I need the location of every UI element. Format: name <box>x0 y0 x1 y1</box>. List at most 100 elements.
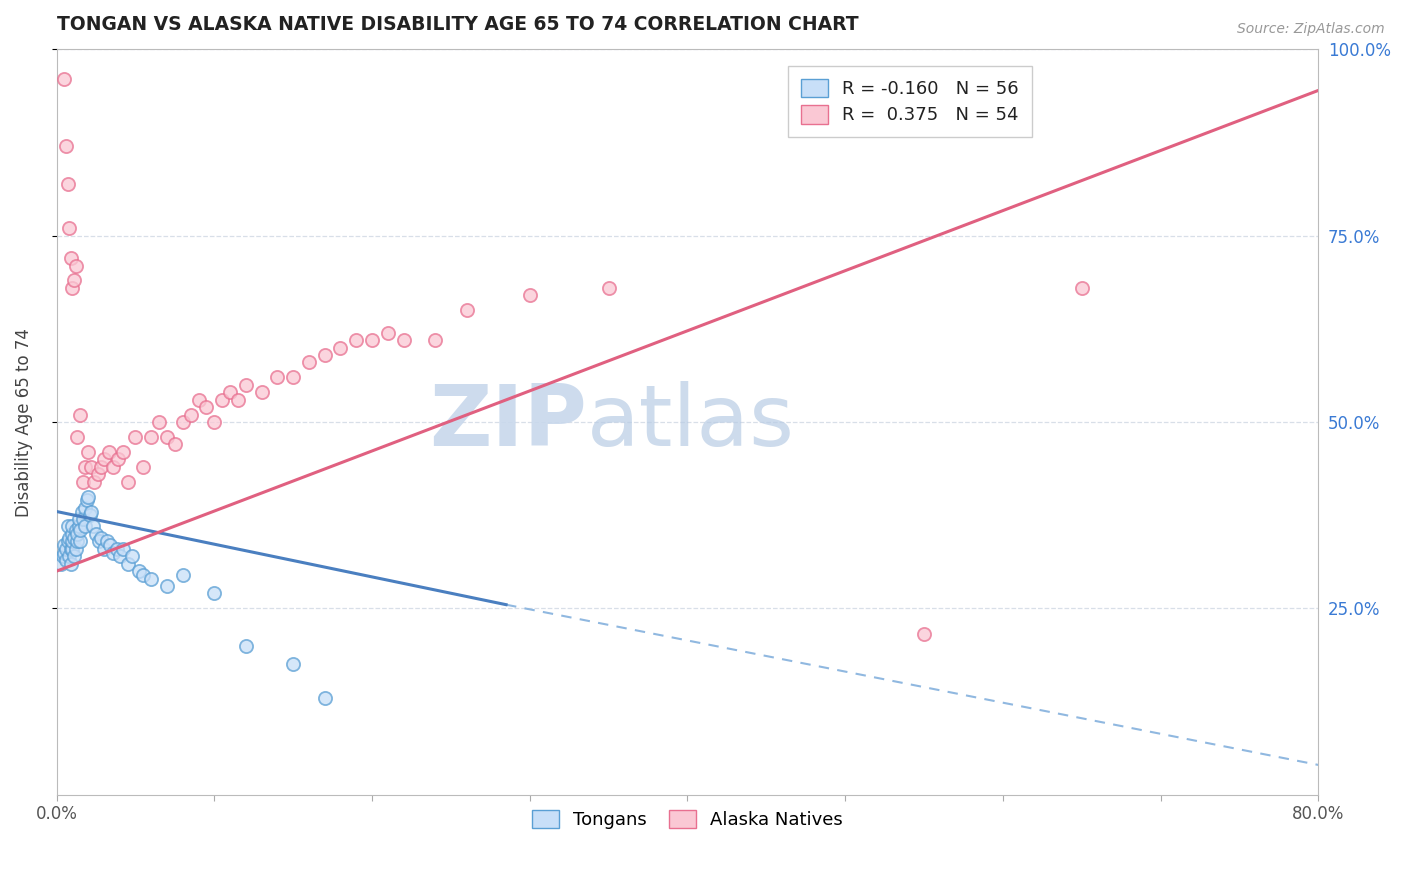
Point <box>56 177 79 191</box>
Point <box>58 531 80 545</box>
Point <box>519 288 541 302</box>
Point <box>56 519 79 533</box>
Point <box>56 534 79 549</box>
Point <box>187 392 209 407</box>
Point <box>55 553 77 567</box>
Point <box>80 459 103 474</box>
Point <box>156 430 179 444</box>
Point <box>72 475 94 489</box>
Point <box>60 519 83 533</box>
Point <box>98 538 121 552</box>
Point <box>53 72 76 87</box>
Point <box>66 430 89 444</box>
Point <box>172 415 194 429</box>
Point <box>283 370 305 384</box>
Point <box>60 281 83 295</box>
Point <box>63 549 86 564</box>
Point <box>1070 281 1092 295</box>
Point <box>52 549 75 564</box>
Point <box>211 392 233 407</box>
Point <box>69 523 91 537</box>
Point <box>70 504 93 518</box>
Point <box>77 490 100 504</box>
Point <box>90 531 112 545</box>
Point <box>73 459 96 474</box>
Point <box>235 639 257 653</box>
Point <box>250 385 273 400</box>
Point <box>65 259 87 273</box>
Point <box>63 273 86 287</box>
Point <box>79 508 101 523</box>
Point <box>361 333 384 347</box>
Point <box>298 355 321 369</box>
Text: atlas: atlas <box>586 381 794 464</box>
Point <box>67 512 90 526</box>
Y-axis label: Disability Age 65 to 74: Disability Age 65 to 74 <box>15 327 32 516</box>
Point <box>111 541 134 556</box>
Point <box>67 519 90 533</box>
Point <box>66 527 89 541</box>
Point <box>65 523 87 537</box>
Point <box>89 534 111 549</box>
Point <box>121 549 143 564</box>
Point <box>377 326 399 340</box>
Point <box>314 690 336 705</box>
Text: Source: ZipAtlas.com: Source: ZipAtlas.com <box>1237 22 1385 37</box>
Point <box>63 531 86 545</box>
Point <box>156 579 179 593</box>
Point <box>202 415 225 429</box>
Point <box>344 333 367 347</box>
Point <box>103 545 125 559</box>
Point <box>172 567 194 582</box>
Point <box>82 519 104 533</box>
Point <box>117 557 139 571</box>
Point <box>283 657 305 672</box>
Point <box>65 541 87 556</box>
Point <box>76 493 98 508</box>
Point <box>141 572 163 586</box>
Point <box>59 251 82 265</box>
Point <box>235 377 257 392</box>
Point <box>423 333 446 347</box>
Point <box>202 586 225 600</box>
Point <box>69 408 91 422</box>
Point <box>180 408 202 422</box>
Point <box>59 557 82 571</box>
Point <box>55 139 77 153</box>
Point <box>105 541 128 556</box>
Point <box>132 459 155 474</box>
Text: ZIP: ZIP <box>429 381 586 464</box>
Point <box>86 467 108 482</box>
Point <box>219 385 242 400</box>
Point <box>73 519 96 533</box>
Point <box>73 500 96 515</box>
Point <box>97 445 120 459</box>
Point <box>93 452 115 467</box>
Point <box>163 437 186 451</box>
Point <box>53 545 76 559</box>
Point <box>59 541 82 556</box>
Point <box>90 459 112 474</box>
Point <box>456 303 478 318</box>
Point <box>111 445 134 459</box>
Point <box>128 564 150 578</box>
Point <box>148 415 170 429</box>
Point <box>83 475 105 489</box>
Point <box>117 475 139 489</box>
Legend: Tongans, Alaska Natives: Tongans, Alaska Natives <box>524 803 851 837</box>
Point <box>93 541 115 556</box>
Point <box>58 221 80 235</box>
Point <box>53 538 76 552</box>
Point <box>912 627 935 641</box>
Point <box>314 348 336 362</box>
Point <box>392 333 415 347</box>
Point <box>124 430 146 444</box>
Point <box>195 400 218 414</box>
Point <box>132 567 155 582</box>
Point <box>60 527 83 541</box>
Point <box>80 504 103 518</box>
Point <box>141 430 163 444</box>
Point <box>60 541 83 556</box>
Point <box>266 370 288 384</box>
Point <box>72 512 94 526</box>
